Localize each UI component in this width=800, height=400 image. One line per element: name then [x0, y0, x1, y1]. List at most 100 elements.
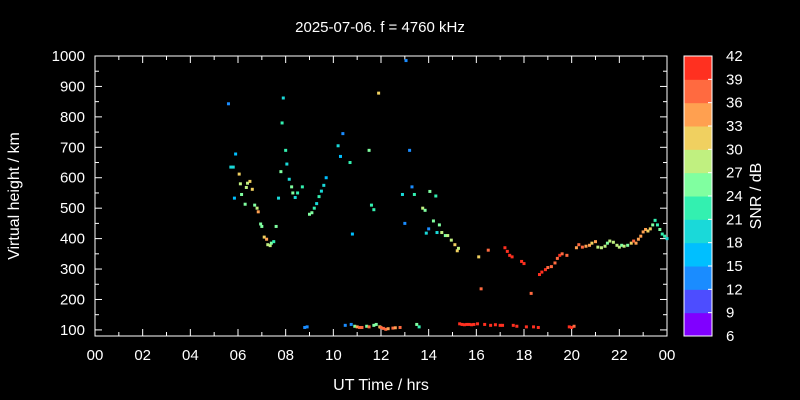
colorbar-tick-label: 12 [726, 281, 743, 298]
data-point [386, 327, 390, 331]
colorbar-band [684, 102, 712, 127]
x-tick-label: 14 [420, 347, 437, 364]
colorbar-tick-label: 18 [726, 235, 743, 252]
y-tick-label: 600 [60, 170, 85, 187]
colorbar-band [684, 149, 712, 174]
data-point [655, 223, 659, 227]
data-point [537, 273, 541, 277]
x-tick-label: 18 [516, 347, 533, 364]
data-point [372, 208, 376, 212]
data-point [384, 327, 388, 331]
data-point [599, 246, 603, 250]
colorbar [683, 55, 713, 337]
colorbar-band [684, 242, 712, 267]
colorbar-tick-label: 36 [726, 95, 743, 112]
data-point [555, 256, 559, 260]
data-point [498, 323, 502, 327]
colorbar-band [684, 266, 712, 290]
colorbar-tick-label: 21 [726, 211, 743, 228]
data-point [372, 323, 376, 327]
data-point [558, 253, 562, 257]
data-point [434, 194, 438, 198]
y-tick-label: 800 [60, 109, 85, 126]
data-point [259, 222, 263, 226]
data-point [486, 248, 490, 252]
data-point [503, 246, 507, 250]
data-point [421, 206, 425, 210]
data-point [543, 268, 547, 272]
data-point [269, 241, 273, 245]
colorbar-tick-label: 9 [726, 305, 734, 322]
colorbar-band [684, 79, 712, 104]
chart-title: 2025-07-06. f = 4760 kHz [295, 19, 465, 36]
x-tick-label: 00 [659, 347, 676, 364]
data-point [646, 229, 650, 233]
data-point [570, 325, 574, 329]
y-tick-label: 300 [60, 261, 85, 278]
colorbar-band [684, 289, 712, 314]
colorbar-band [684, 56, 712, 80]
data-point [470, 323, 474, 327]
data-point [431, 219, 435, 223]
data-point [622, 244, 626, 248]
colorbar-tick-label: 33 [726, 118, 743, 135]
data-point [365, 324, 369, 328]
data-point [393, 326, 397, 330]
data-point [317, 195, 321, 199]
data-point [663, 234, 667, 238]
x-tick-label: 22 [611, 347, 628, 364]
data-point [310, 211, 314, 215]
data-point [577, 243, 581, 247]
y-tick-label: 200 [60, 291, 85, 308]
axis-ticks [94, 55, 668, 336]
data-point [608, 239, 612, 243]
data-point [290, 185, 294, 189]
data-point [540, 270, 544, 274]
data-point [510, 255, 514, 259]
data-point [355, 325, 359, 329]
data-point [626, 243, 630, 247]
colorbar-tick-label: 39 [726, 71, 743, 88]
data-point [349, 322, 353, 326]
data-point [639, 234, 643, 238]
y-tick-label: 1000 [52, 48, 85, 65]
data-point [449, 238, 453, 242]
y-tick-labels: 100 200 300 400 500 600 700 800 900 1000 [52, 48, 85, 339]
data-point [410, 185, 414, 189]
data-point [629, 241, 633, 245]
data-point [404, 59, 408, 63]
data-point [440, 231, 444, 235]
data-point [324, 176, 328, 180]
data-point [369, 203, 373, 207]
data-point [617, 245, 621, 249]
data-point [615, 243, 619, 247]
data-point [511, 323, 515, 327]
data-point [244, 185, 248, 189]
data-point [281, 96, 285, 100]
y-axis-title: Virtual height / km [6, 132, 23, 260]
data-point [428, 189, 432, 193]
data-point [435, 231, 439, 235]
data-point [231, 165, 235, 169]
x-tick-label: 02 [134, 347, 151, 364]
data-point [453, 243, 457, 247]
data-point [549, 265, 553, 269]
data-point [476, 322, 480, 326]
data-point [408, 148, 412, 152]
data-point [588, 243, 592, 247]
data-point [594, 240, 597, 244]
data-point [284, 148, 288, 152]
colorbar-tick-label: 42 [726, 48, 743, 65]
data-point [296, 191, 300, 195]
data-point [312, 206, 316, 210]
data-point [338, 154, 342, 158]
data-point [260, 224, 264, 228]
data-point [262, 235, 266, 239]
data-point [508, 253, 512, 257]
data-point [279, 170, 283, 174]
data-point [567, 325, 571, 329]
data-point [226, 102, 230, 106]
colorbar-tick-label: 30 [726, 141, 743, 158]
data-point [603, 244, 607, 248]
data-point [472, 322, 476, 326]
